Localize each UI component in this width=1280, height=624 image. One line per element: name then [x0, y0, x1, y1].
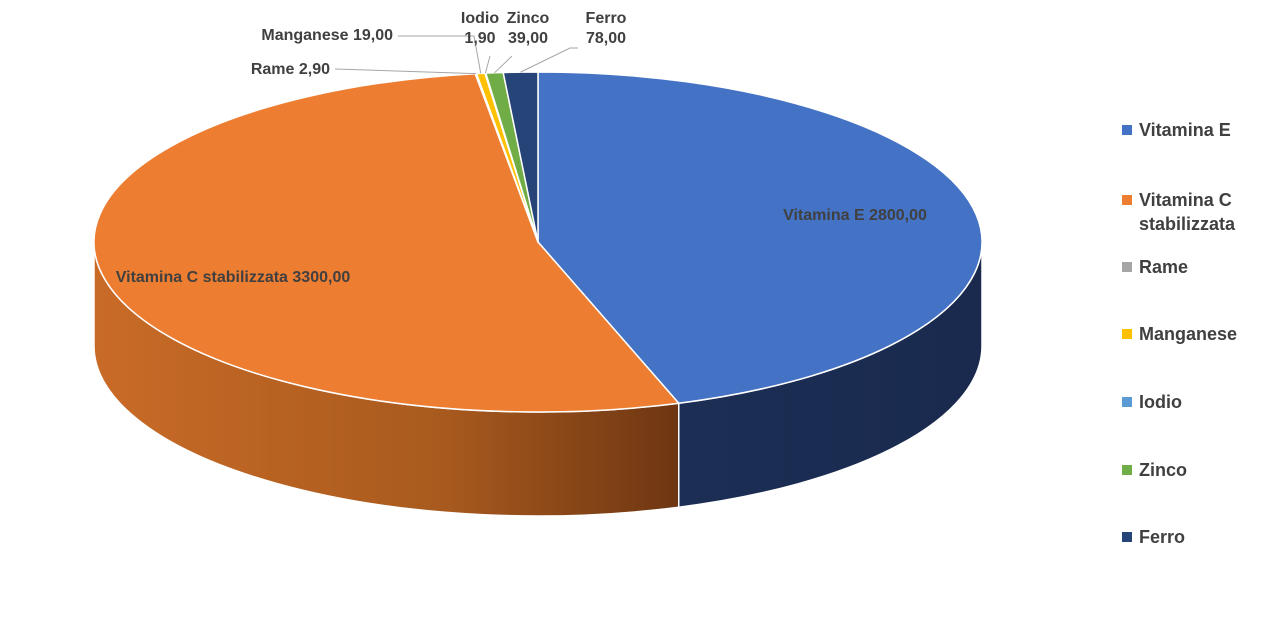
- legend-item-vitamina-e: Vitamina E: [1122, 118, 1231, 142]
- legend-swatch: [1122, 397, 1132, 407]
- leader-ferro: [520, 47, 578, 73]
- data-label-rame: Rame 2,90: [251, 61, 330, 78]
- pie-slices: [93, 71, 983, 413]
- legend-item-manganese: Manganese: [1122, 322, 1237, 346]
- leader-manganese: [398, 35, 482, 74]
- data-label-ferro: Ferro 78,00: [586, 10, 627, 47]
- legend-label: Iodio: [1139, 392, 1182, 412]
- legend-label: Manganese: [1139, 324, 1238, 344]
- leader-iodio: [484, 55, 491, 74]
- legend-label: Rame: [1139, 257, 1189, 277]
- data-label-zinco: Zinco 39,00: [507, 10, 550, 47]
- legend-item-zinco: Zinco: [1122, 458, 1187, 482]
- legend-swatch: [1122, 532, 1132, 542]
- data-label-manganese: Manganese 19,00: [261, 27, 393, 44]
- slice-vitamina-c-stabilizzata: [93, 72, 680, 413]
- data-label-iodio: Iodio 1,90: [461, 10, 499, 47]
- data-label-vitamina-c: Vitamina C stabilizzata 3300,00: [116, 269, 351, 286]
- legend-swatch: [1122, 262, 1132, 272]
- label-leader-lines: [334, 35, 578, 75]
- leader-zinco: [494, 55, 513, 74]
- legend-swatch: [1122, 465, 1132, 475]
- legend-swatch: [1122, 125, 1132, 135]
- legend-item-rame: Rame: [1122, 255, 1188, 279]
- legend-label: Ferro: [1139, 527, 1186, 547]
- legend-swatch: [1122, 195, 1132, 205]
- leader-rame: [334, 68, 476, 75]
- data-label-vitamina-e: Vitamina E 2800,00: [783, 207, 927, 224]
- legend-label: Vitamina E: [1139, 120, 1231, 140]
- data-labels: Vitamina E 2800,00 Vitamina C stabilizzat…: [116, 10, 927, 286]
- legend-item-ferro: Ferro: [1122, 525, 1185, 549]
- slice-vitamina-e: [537, 71, 983, 404]
- legend-item-iodio: Iodio: [1122, 390, 1182, 414]
- legend-label: Zinco: [1139, 460, 1187, 480]
- legend-swatch: [1122, 329, 1132, 339]
